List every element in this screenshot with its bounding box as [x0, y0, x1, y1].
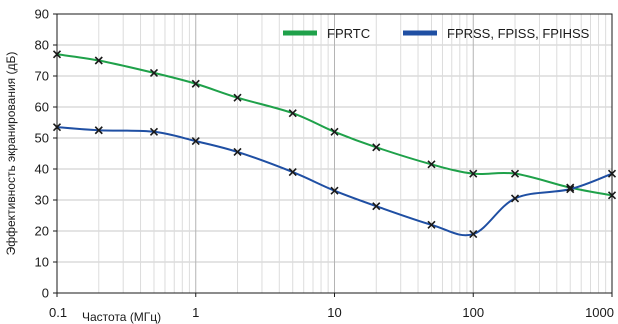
x-tick-label: 1000: [585, 305, 614, 320]
data-point-marker: [607, 169, 617, 178]
data-point-marker: [191, 137, 200, 146]
data-point-marker: [566, 183, 575, 192]
y-tick-label: 50: [35, 131, 49, 146]
data-point-marker: [233, 93, 242, 102]
data-point-marker: [427, 160, 436, 169]
data-point-marker: [566, 185, 575, 194]
x-tick-label: 0.1: [49, 305, 67, 320]
data-point-marker: [52, 123, 62, 132]
data-point-marker: [372, 202, 381, 211]
y-tick-label: 0: [42, 286, 49, 301]
y-tick-label: 30: [35, 193, 49, 208]
plot-area: [56, 13, 613, 294]
y-tick-label: 20: [35, 224, 49, 239]
data-point-marker: [288, 109, 297, 118]
data-point-marker: [52, 50, 62, 59]
tick-labels: 0 10 20 30 40 50 60 70 80 90 0.1 1 10 100 1000: [35, 7, 614, 321]
grid: [53, 13, 613, 297]
x-tick-label: 1: [192, 305, 199, 320]
data-markers: [52, 50, 617, 239]
data-point-marker: [607, 191, 617, 200]
data-point-marker: [149, 68, 159, 77]
x-axis-label: Частота (МГц): [82, 310, 161, 324]
data-point-marker: [233, 147, 242, 157]
data-point-marker: [288, 168, 297, 177]
data-point-marker: [94, 126, 103, 135]
data-point-marker: [372, 143, 381, 152]
y-tick-label: 40: [35, 162, 49, 177]
data-point-marker: [191, 79, 200, 88]
legend: FPRTC FPRSS, FPISS, FPIHSS: [283, 26, 590, 41]
data-point-marker: [94, 56, 103, 65]
x-tick-label: 10: [327, 305, 341, 320]
data-point-marker: [510, 169, 520, 178]
data-point-marker: [330, 186, 339, 195]
data-point-marker: [330, 127, 339, 136]
y-tick-label: 70: [35, 69, 49, 84]
legend-label-fprss: FPRSS, FPISS, FPIHSS: [447, 26, 590, 41]
legend-label-fprtc: FPRTC: [327, 26, 370, 41]
data-point-marker: [469, 169, 478, 178]
data-point-marker: [149, 127, 159, 136]
data-point-marker: [469, 230, 478, 239]
data-point-marker: [510, 194, 520, 203]
y-tick-label: 80: [35, 38, 49, 53]
y-tick-label: 60: [35, 100, 49, 115]
y-tick-label: 90: [35, 7, 49, 22]
y-axis-label: Эффективность экранирования (дБ): [4, 52, 18, 256]
x-tick-label: 100: [462, 305, 484, 320]
data-point-marker: [427, 220, 436, 229]
y-tick-label: 10: [35, 255, 49, 270]
